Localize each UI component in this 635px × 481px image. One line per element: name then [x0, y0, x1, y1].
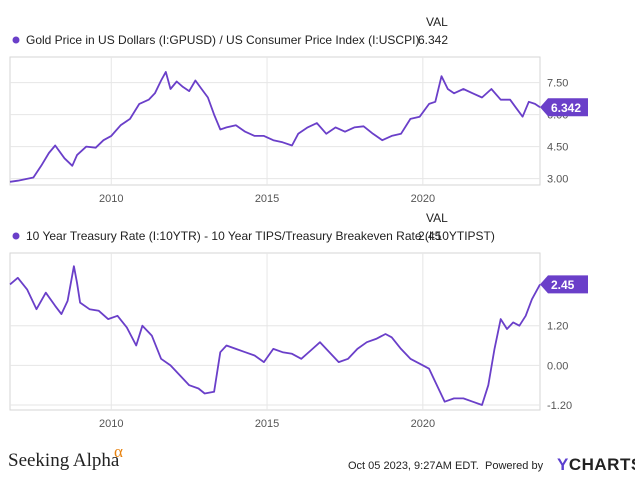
gold-cpi-x-tick-2: 2020 [411, 193, 435, 205]
footer-powered-by: Powered by [485, 460, 544, 472]
gold-cpi-last-value-flag [540, 98, 588, 117]
gold-cpi-y-tick-3: 3.00 [547, 174, 568, 186]
ycharts-logo-rest: CHARTS [568, 455, 635, 474]
gold-cpi-x-tick-1: 2015 [255, 193, 279, 205]
gold-cpi-val-header: VAL [426, 15, 448, 29]
gold-cpi-legend-value: 6.342 [418, 33, 448, 47]
footer-date: Oct 05 2023, 9:27AM EDT. [348, 460, 479, 472]
gold-cpi-series-line [9, 71, 541, 183]
real-yield-y-tick-2: -1.20 [547, 400, 572, 412]
seeking-alpha-logo-mark: α [114, 442, 123, 461]
real-yield-series-line [9, 265, 541, 406]
real-yield-y-tick-0: 1.20 [547, 321, 568, 333]
gold-cpi-plot-frame [9, 56, 541, 186]
ycharts-logo: YCHARTS [557, 455, 635, 475]
real-yield-legend-marker [12, 232, 20, 240]
gold-cpi-legend-marker [12, 36, 20, 44]
real-yield-last-value-flag [540, 275, 588, 294]
real-yield-x-tick-1: 2015 [255, 418, 279, 430]
gold-cpi-x-tick-0: 2010 [99, 193, 123, 205]
real-yield-last-value-label: 2.45 [551, 278, 575, 292]
real-yield-y-tick-1: 0.00 [547, 360, 568, 372]
gold-cpi-legend-label: Gold Price in US Dollars (I:GPUSD) / US … [26, 33, 419, 47]
real-yield-x-tick-2: 2020 [411, 418, 435, 430]
seeking-alpha-logo-text: Seeking Alpha [8, 450, 120, 471]
ycharts-logo-y: Y [557, 455, 569, 474]
gold-cpi-y-tick-2: 4.50 [547, 142, 568, 154]
gold-cpi-last-value-label: 6.342 [551, 101, 581, 115]
real-yield-val-header: VAL [426, 211, 448, 225]
gold-cpi-y-tick-0: 7.50 [547, 78, 568, 90]
real-yield-legend-value: 2.45 [418, 229, 442, 243]
real-yield-legend-label: 10 Year Treasury Rate (I:10YTR) - 10 Yea… [26, 229, 495, 243]
real-yield-plot-frame [9, 252, 541, 411]
real-yield-x-tick-0: 2010 [99, 418, 123, 430]
